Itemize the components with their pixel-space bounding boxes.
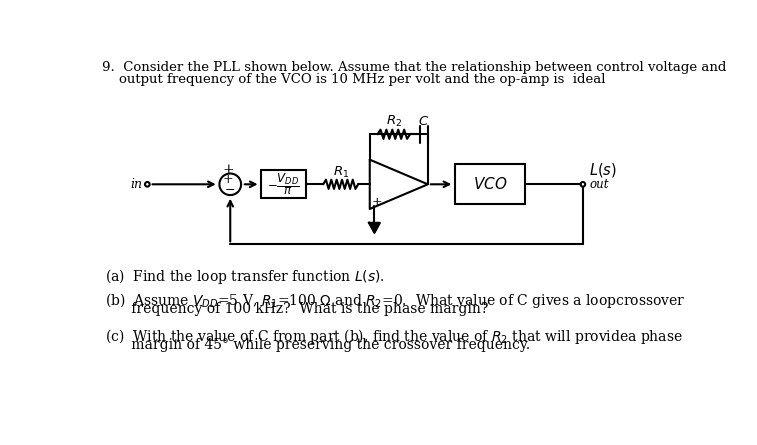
- Text: 9.  Consider the PLL shown below. Assume that the relationship between control v: 9. Consider the PLL shown below. Assume …: [101, 61, 726, 74]
- Text: +: +: [223, 173, 233, 186]
- Text: $L(s)$: $L(s)$: [589, 162, 617, 179]
- Text: $-\dfrac{V_{DD}}{\pi}$: $-\dfrac{V_{DD}}{\pi}$: [267, 171, 301, 197]
- Polygon shape: [369, 223, 380, 233]
- Bar: [455, 164, 525, 204]
- Text: (c)  With the value of C from part (b), find the value of $R_2$ that will provid: (c) With the value of C from part (b), f…: [105, 327, 684, 346]
- Text: margin of 45° while preserving the crossover frequency.: margin of 45° while preserving the cross…: [105, 338, 531, 352]
- Text: −: −: [225, 184, 235, 197]
- Text: +: +: [222, 163, 234, 177]
- Text: $R_1$: $R_1$: [332, 165, 349, 179]
- Text: $R_2$: $R_2$: [386, 114, 402, 129]
- Text: in: in: [131, 178, 142, 191]
- Text: (b)  Assume $V_{DD}$=5 V, $R_1$=100 $\Omega$ and $R_2$=0.  What value of C gives: (b) Assume $V_{DD}$=5 V, $R_1$=100 $\Ome…: [105, 291, 686, 310]
- Text: +: +: [372, 195, 382, 209]
- Text: $VCO$: $VCO$: [472, 176, 507, 192]
- Text: (a)  Find the loop transfer function $L(s)$.: (a) Find the loop transfer function $L(s…: [105, 267, 385, 287]
- Text: out: out: [589, 178, 609, 191]
- Text: $C$: $C$: [419, 115, 430, 129]
- Text: frequency of 100 kHz?  What is the phase margin?: frequency of 100 kHz? What is the phase …: [105, 302, 489, 316]
- Text: output frequency of the VCO is 10 MHz per volt and the op-amp is  ideal: output frequency of the VCO is 10 MHz pe…: [101, 73, 605, 85]
- Bar: [261, 170, 306, 198]
